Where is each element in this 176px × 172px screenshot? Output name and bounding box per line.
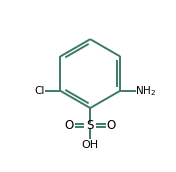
Text: OH: OH — [82, 140, 99, 150]
Text: NH$_2$: NH$_2$ — [135, 84, 156, 98]
Text: O: O — [107, 119, 116, 132]
Text: Cl: Cl — [35, 86, 45, 96]
Text: O: O — [64, 119, 74, 132]
Text: S: S — [87, 119, 94, 132]
